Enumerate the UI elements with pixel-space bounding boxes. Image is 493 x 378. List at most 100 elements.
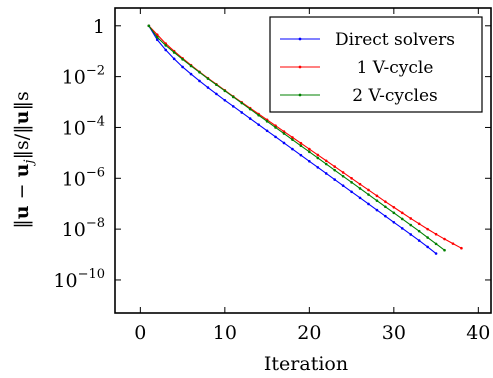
series-point: [215, 92, 218, 96]
series-point: [189, 72, 193, 76]
series-point: [426, 227, 429, 231]
x-tick-label: 30: [382, 322, 406, 344]
series-point: [181, 58, 184, 61]
series-point: [367, 188, 370, 192]
x-tick-label: 40: [466, 322, 490, 344]
series-point: [299, 141, 303, 145]
series-point: [434, 232, 438, 236]
series-point: [426, 245, 429, 249]
legend-swatch-marker: [298, 93, 302, 97]
legend-swatch-marker: [298, 65, 302, 69]
series-point: [147, 24, 151, 28]
y-label-u: u: [11, 205, 33, 219]
series-point: [400, 211, 404, 215]
y-label-u2: u: [11, 110, 33, 124]
series-point: [400, 227, 404, 230]
y-tick-label: 10−8: [62, 216, 105, 241]
series-point: [223, 98, 227, 102]
series-point: [206, 77, 210, 80]
y-tick-label: 10−10: [53, 267, 105, 292]
series-point: [257, 123, 260, 126]
series-point: [392, 211, 396, 215]
series-point: [324, 159, 328, 163]
series-point: [299, 144, 303, 148]
series-point: [417, 229, 421, 233]
series-point: [400, 217, 404, 221]
y-tick-labels: 1 10−2 10−4 10−6 10−8 10−10: [53, 16, 105, 292]
y-tick-label: 10−6: [62, 165, 105, 190]
series-point: [417, 222, 421, 226]
series-point: [282, 141, 286, 145]
series-point: [392, 205, 396, 209]
series-point: [206, 86, 210, 89]
legend-box: [269, 16, 483, 113]
series-point: [324, 162, 328, 166]
series-point: [375, 208, 379, 212]
y-tick-label: 1: [93, 16, 105, 38]
series-point: [240, 111, 244, 114]
x-tick-label: 0: [134, 322, 146, 344]
series-point: [274, 126, 277, 129]
series-point: [155, 33, 159, 36]
series-point: [384, 200, 387, 203]
legend-label: 2 V-cycles: [352, 86, 438, 106]
series-point: [181, 65, 184, 69]
series-point: [350, 181, 353, 184]
series-point: [460, 246, 463, 250]
series-point: [299, 153, 303, 157]
series-point: [443, 237, 446, 241]
series-point: [367, 193, 370, 196]
series-point: [333, 168, 336, 172]
series-point: [341, 174, 345, 178]
series-point: [248, 117, 252, 120]
legend-label: 1 V-cycle: [357, 58, 434, 78]
legend: Direct solvers 1 V-cycle 2 V-cycles: [269, 16, 483, 113]
series-point: [324, 172, 328, 175]
series-point: [375, 194, 379, 198]
series-point: [282, 132, 286, 135]
series-point: [172, 57, 176, 61]
x-axis-label: Iteration: [264, 353, 348, 375]
series-point: [291, 138, 294, 141]
series-point: [341, 171, 345, 174]
series-point: [231, 105, 235, 108]
y-label-norm-open: ‖: [11, 219, 33, 229]
series-point: [409, 223, 413, 227]
series-point: [341, 184, 345, 187]
series-line: [148, 25, 445, 251]
series-point: [316, 153, 320, 157]
series-point: [384, 214, 387, 218]
series-point: [333, 165, 336, 168]
series-point: [240, 101, 244, 105]
x-tick-label: 10: [213, 322, 237, 344]
series-point: [316, 156, 320, 160]
series-point: [198, 79, 201, 83]
series-point: [417, 239, 421, 242]
plot-frame: [114, 7, 492, 314]
series-point: [308, 159, 311, 163]
series-point: [164, 48, 167, 52]
series-point: [265, 129, 269, 133]
series-point: [367, 202, 370, 206]
y-axis-label: ‖u − uj‖s/‖u‖s: [11, 91, 37, 228]
series-point: [426, 236, 429, 239]
series-layer: [147, 24, 463, 255]
series-point: [215, 83, 218, 87]
series-point: [358, 182, 362, 186]
series-point: [172, 51, 176, 54]
series-point: [409, 233, 413, 236]
y-tick-label: 10−4: [62, 114, 105, 139]
series-point: [282, 130, 286, 133]
y-label-norm-close: ‖s/‖: [11, 124, 33, 159]
series-point: [434, 242, 438, 246]
series-point: [274, 135, 277, 139]
series-point: [434, 252, 438, 255]
series-point: [350, 176, 353, 180]
series-point: [189, 64, 193, 68]
series-point: [384, 205, 387, 209]
series-point: [358, 187, 362, 190]
series-point: [308, 150, 311, 154]
series-point: [231, 95, 235, 99]
x-tick-label: 20: [297, 322, 321, 344]
